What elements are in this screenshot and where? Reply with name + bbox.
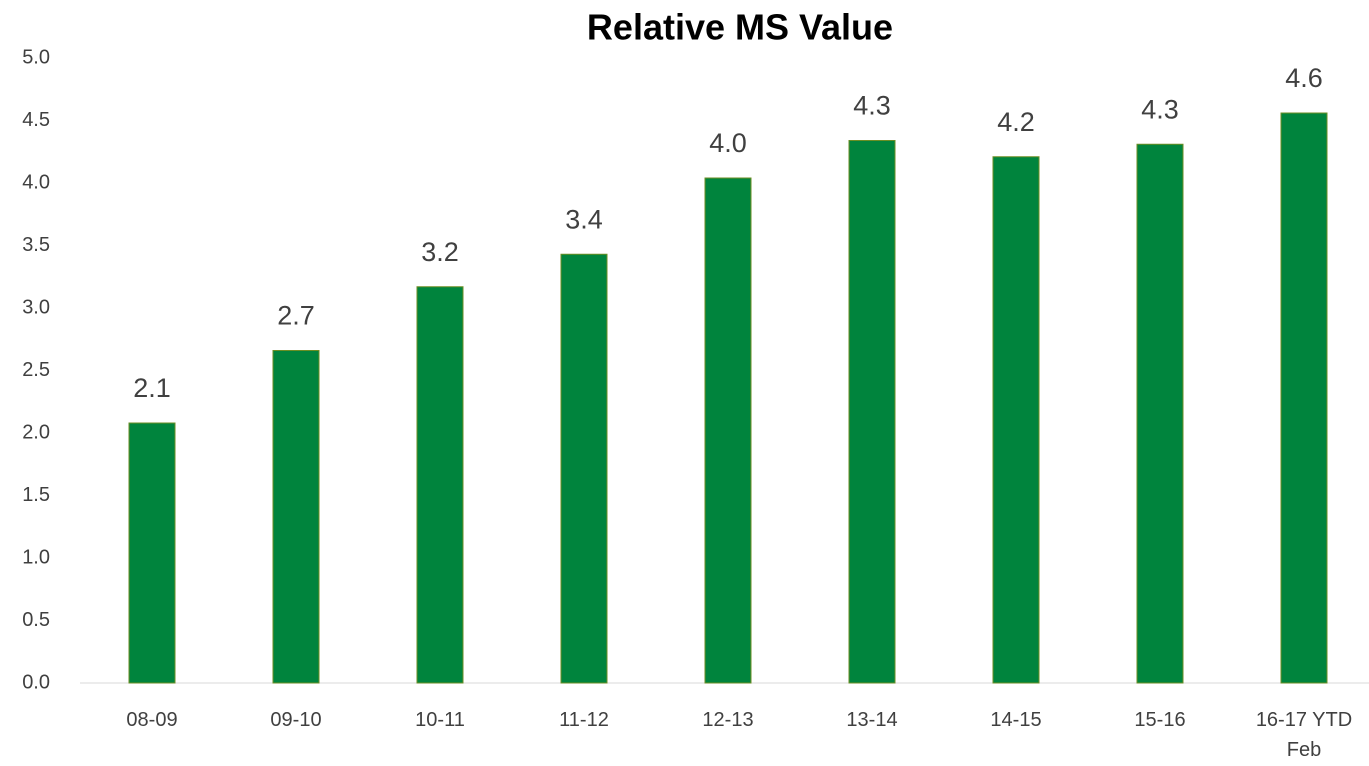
bar: [704, 177, 752, 684]
x-tick-label: 11-12: [559, 709, 609, 731]
bar: [1280, 112, 1328, 684]
data-label: 4.3: [1141, 94, 1179, 124]
data-label: 4.3: [853, 91, 891, 121]
data-label: 4.6: [1285, 63, 1323, 93]
y-tick-label: 2.0: [22, 421, 50, 443]
y-tick-label: 5.0: [22, 46, 50, 68]
y-tick-label: 3.5: [22, 234, 50, 256]
bar: [272, 350, 320, 684]
x-tick-label: 13-14: [846, 709, 898, 731]
data-label: 3.4: [565, 204, 603, 234]
y-tick-label: 2.5: [22, 359, 50, 381]
data-label: 2.1: [133, 373, 171, 403]
y-tick-label: 0.0: [22, 671, 50, 693]
y-tick-label: 0.5: [22, 609, 50, 631]
data-label: 4.0: [709, 128, 747, 158]
bar: [1136, 143, 1184, 684]
bar: [128, 422, 176, 684]
bar: [560, 253, 608, 684]
x-tick-label: 08-09: [126, 709, 178, 731]
y-tick-label: 3.0: [22, 296, 50, 318]
x-tick-label: 12-13: [702, 709, 754, 731]
bar: [848, 140, 896, 684]
y-tick-label: 1.0: [22, 546, 50, 568]
y-tick-label: 4.5: [22, 109, 50, 131]
x-tick-label: 15-16: [1134, 709, 1186, 731]
y-tick-label: 1.5: [22, 484, 50, 506]
data-label: 4.2: [997, 107, 1035, 137]
bar: [416, 286, 464, 684]
data-label: 3.2: [421, 237, 459, 267]
data-label: 2.7: [277, 301, 315, 331]
y-tick-label: 4.0: [22, 171, 50, 193]
x-tick-label: 16-17 YTD Feb: [1255, 709, 1353, 761]
bar: [992, 156, 1040, 684]
chart-title: Relative MS Value: [587, 7, 893, 48]
x-tick-label: 10-11: [415, 709, 465, 731]
x-tick-label: 09-10: [270, 709, 322, 731]
x-tick-label: 14-15: [990, 709, 1042, 731]
